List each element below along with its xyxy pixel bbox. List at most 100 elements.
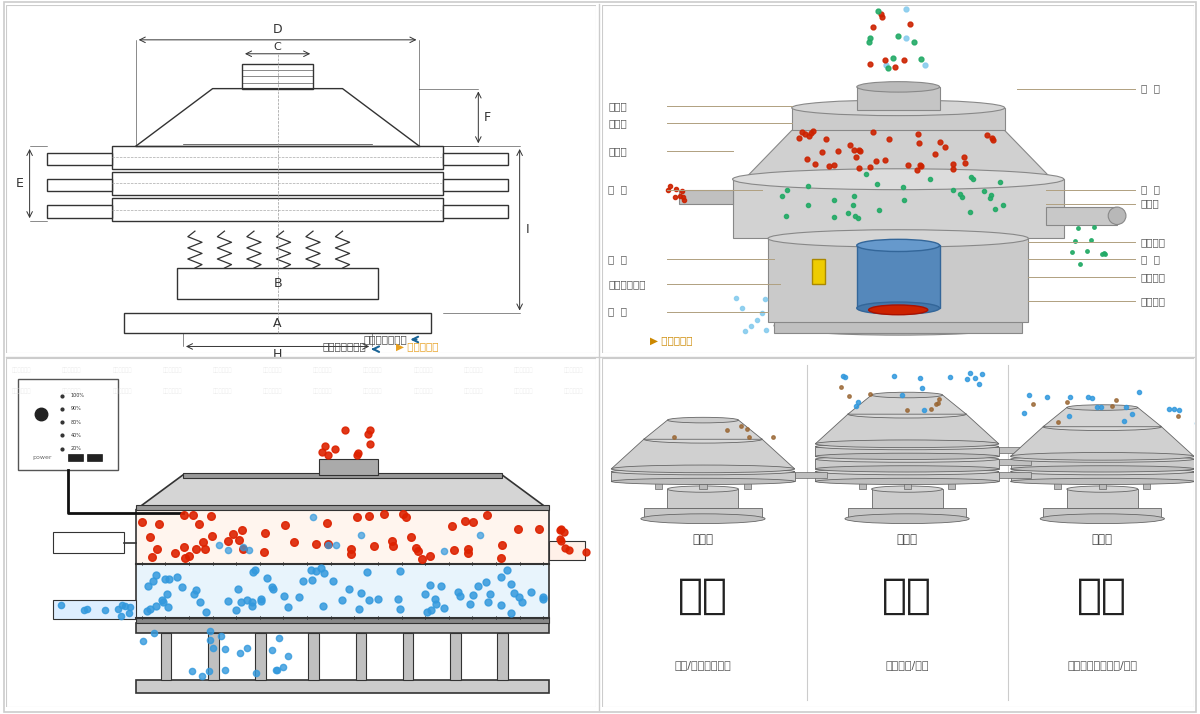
Bar [848,508,966,518]
Bar [1099,481,1106,489]
Bar [136,563,550,618]
Text: 石英粉振动筛: 石英粉振动筛 [364,368,383,373]
Bar [136,510,550,563]
Text: 上部重锤: 上部重锤 [1141,237,1165,247]
Text: 进料口: 进料口 [608,101,628,111]
Bar [998,472,1031,478]
Bar [948,481,955,489]
Ellipse shape [1109,207,1126,224]
Bar [812,259,826,283]
Text: 石英粉振动筛: 石英粉振动筛 [62,388,82,394]
Text: 石英粉振动筛: 石英粉振动筛 [113,368,132,373]
Bar [794,472,827,478]
Text: 石英粉振动筛: 石英粉振动筛 [413,368,433,373]
Bar [871,489,942,508]
Bar [815,446,998,456]
Bar [1194,472,1200,478]
Polygon shape [848,395,966,414]
Ellipse shape [774,316,1022,335]
Ellipse shape [792,100,1004,116]
Bar [815,459,998,469]
Ellipse shape [815,478,998,485]
Ellipse shape [644,436,762,443]
Polygon shape [744,131,1052,179]
Ellipse shape [871,486,942,492]
Polygon shape [611,439,794,469]
Ellipse shape [857,302,940,314]
Bar [47,153,113,165]
Text: 石英粉振动筛: 石英粉振动筛 [413,388,433,394]
Text: 外形尺寸示意图: 外形尺寸示意图 [364,334,408,344]
Text: 三层式: 三层式 [896,533,918,545]
Bar [679,190,732,203]
Bar [667,489,738,508]
Bar [857,246,940,308]
Bar [1194,459,1200,466]
Ellipse shape [857,81,940,92]
Bar [792,108,1004,131]
Bar [124,313,431,333]
Bar [113,198,443,221]
Bar [161,633,172,680]
Bar [208,633,218,680]
Bar [53,533,124,553]
Text: 过滤: 过滤 [882,574,932,616]
Bar [655,481,662,489]
Ellipse shape [667,417,738,423]
Text: 石英粉振动筛: 石英粉振动筛 [12,368,31,373]
Ellipse shape [869,305,928,315]
Bar [136,623,550,633]
Bar [68,453,83,461]
Text: E: E [16,177,24,190]
Text: 颗粒/粉末准确分级: 颗粒/粉末准确分级 [674,660,731,670]
Text: ▶ 结构示意图: ▶ 结构示意图 [396,341,438,351]
Text: 石英粉振动筛: 石英粉振动筛 [212,388,232,394]
Bar [319,459,378,475]
Polygon shape [1010,427,1194,456]
Ellipse shape [815,468,998,475]
Bar [744,481,751,489]
Ellipse shape [1010,468,1194,475]
Text: I: I [526,223,529,236]
Ellipse shape [815,456,998,462]
Text: 石英粉振动筛: 石英粉振动筛 [263,368,282,373]
Text: 防尘盖: 防尘盖 [608,119,628,129]
Ellipse shape [845,514,970,523]
Bar [644,508,762,518]
Text: 去除液体中的颗粒/异物: 去除液体中的颗粒/异物 [1067,660,1138,670]
Text: 加重块: 加重块 [1141,198,1159,208]
Polygon shape [732,179,1064,238]
Text: 石英粉振动筛: 石英粉振动筛 [212,368,232,373]
Text: 外形尺寸示意图: 外形尺寸示意图 [323,341,366,351]
Ellipse shape [1040,514,1164,523]
Text: 筛  网: 筛 网 [1141,84,1159,94]
Ellipse shape [667,486,738,492]
Ellipse shape [1010,453,1194,460]
Ellipse shape [848,411,966,418]
Ellipse shape [815,466,998,472]
Text: 90%: 90% [71,406,82,411]
Text: 40%: 40% [71,433,82,438]
Bar [611,472,794,481]
Polygon shape [1043,408,1162,427]
Text: 石英粉振动筛: 石英粉振动筛 [564,388,583,394]
Ellipse shape [857,239,940,251]
Text: 除杂: 除杂 [1078,574,1127,616]
Text: 石英粉振动筛: 石英粉振动筛 [263,388,282,394]
Polygon shape [644,420,762,439]
Text: 去除异物/结块: 去除异物/结块 [886,660,929,670]
Ellipse shape [611,465,794,473]
Ellipse shape [815,443,998,450]
Bar [355,633,366,680]
Bar [1010,472,1194,481]
Bar [450,633,461,680]
Bar [1055,481,1062,489]
Polygon shape [768,238,1028,322]
Bar [53,600,136,620]
Text: 石英粉振动筛: 石英粉振动筛 [162,368,182,373]
Text: 100%: 100% [71,393,85,398]
Bar [184,473,502,478]
Ellipse shape [1010,466,1194,472]
Bar [815,472,998,481]
Bar [774,311,1022,333]
